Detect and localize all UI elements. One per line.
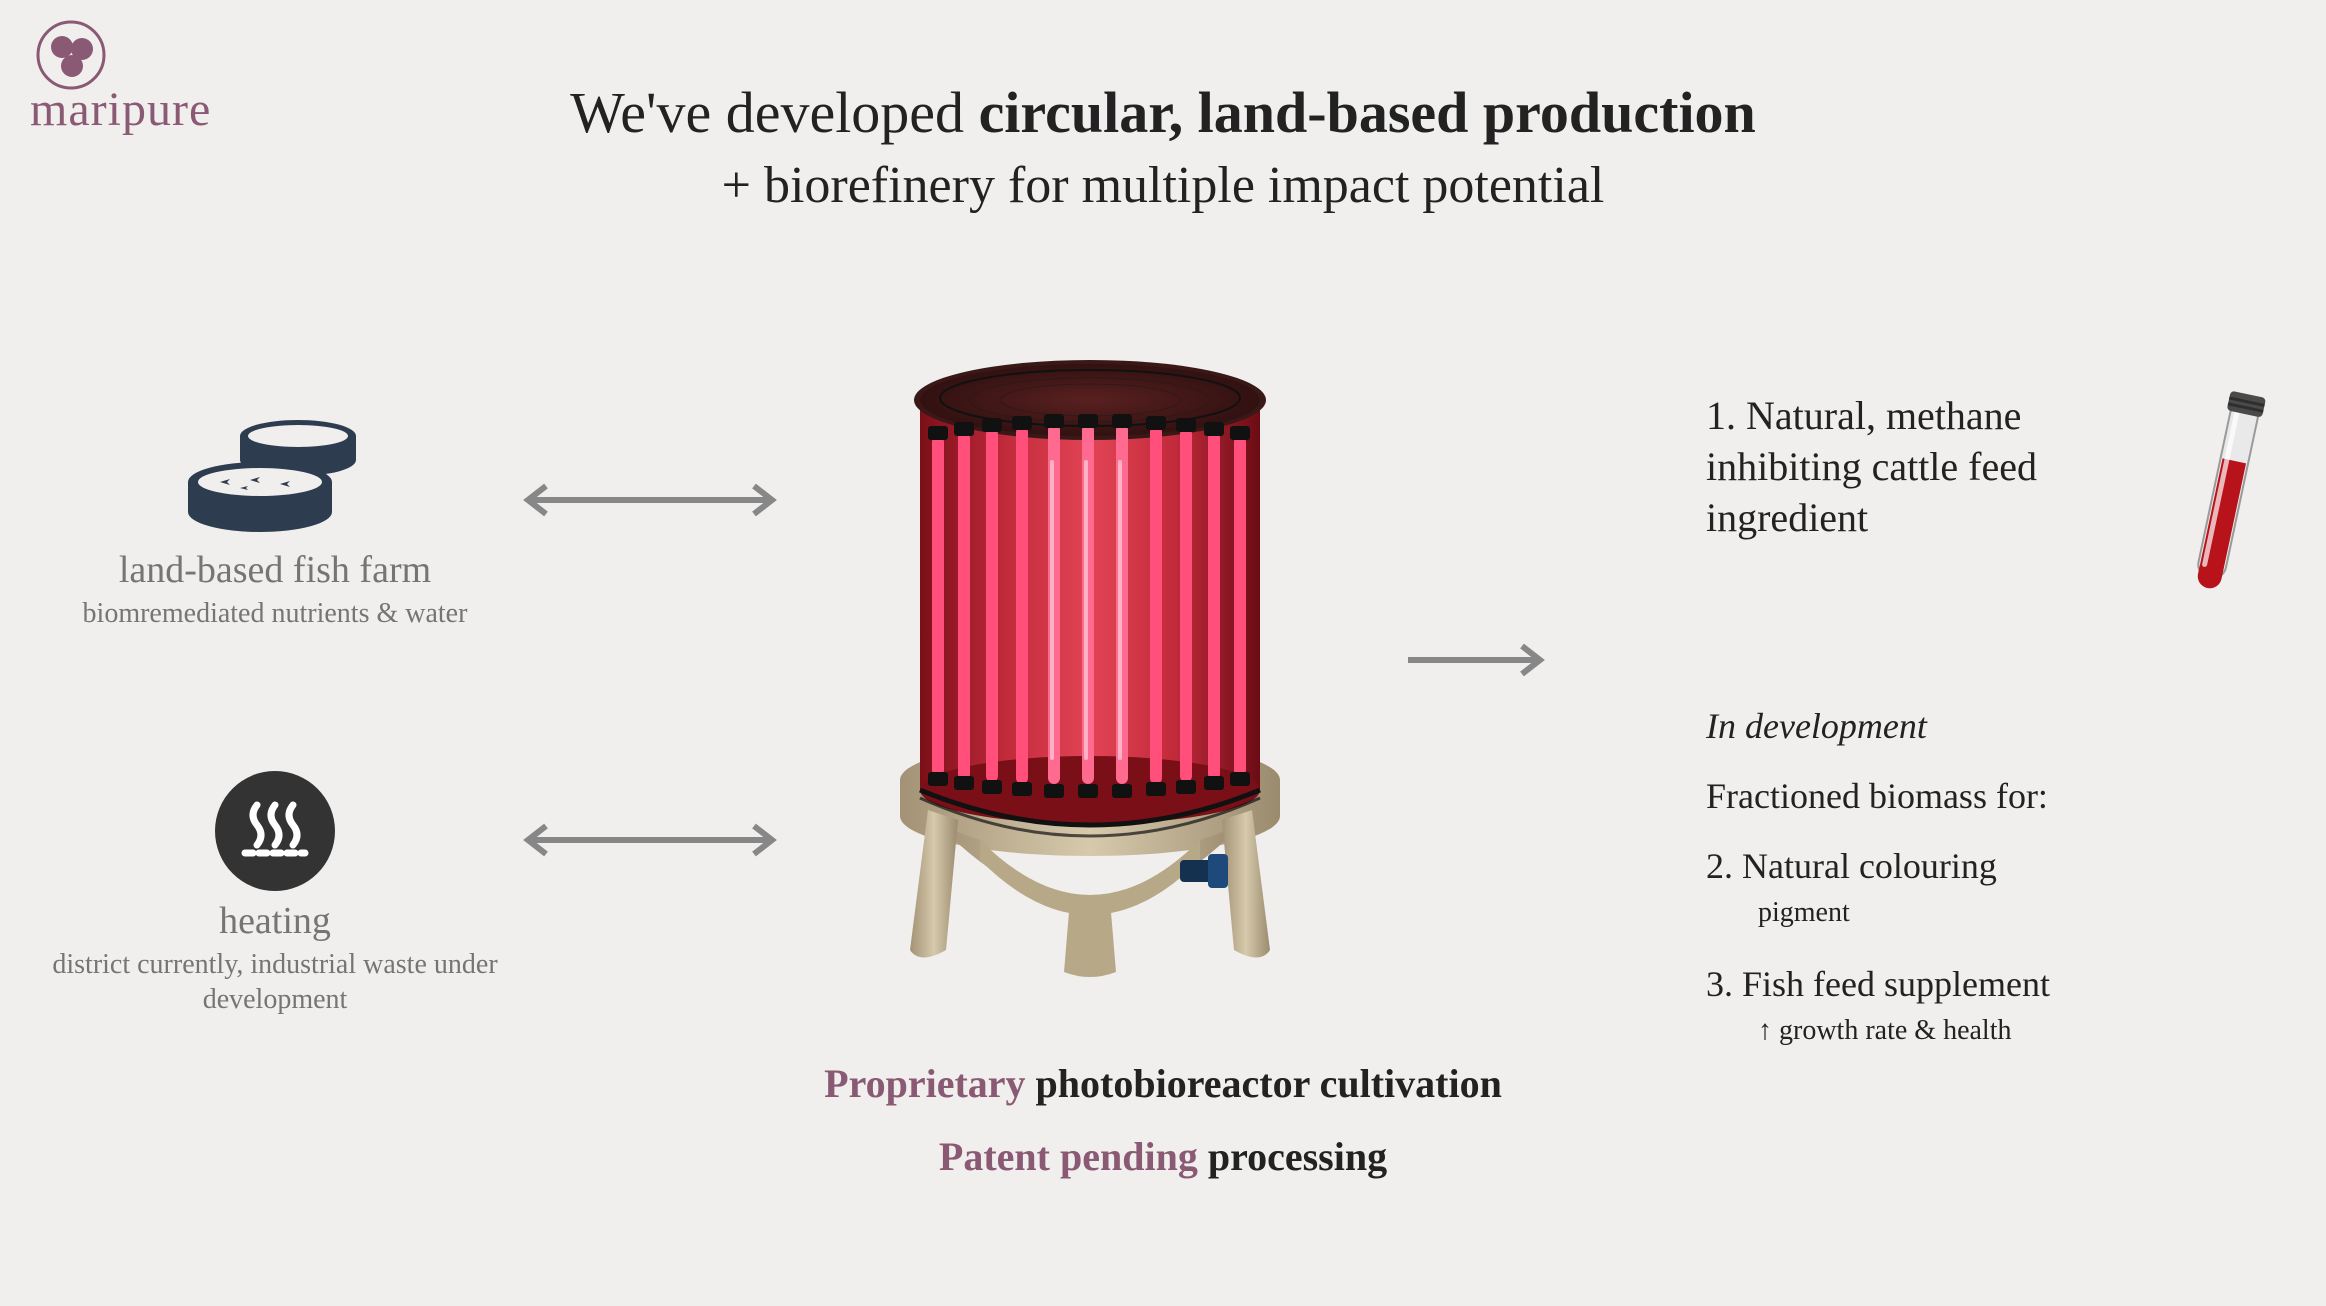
caption-line2-hl: Patent pending xyxy=(939,1134,1198,1179)
headline-block: We've developed circular, land-based pro… xyxy=(0,75,2326,215)
caption-line2-rest: processing xyxy=(1198,1134,1387,1179)
input-heat-sub: district currently, industrial waste und… xyxy=(40,947,510,1017)
headline-line1: We've developed circular, land-based pro… xyxy=(0,75,2326,150)
input-fish: land-based fish farm biomremediated nutr… xyxy=(40,410,510,631)
caption-line1-hl: Proprietary xyxy=(824,1061,1025,1106)
photobioreactor-image xyxy=(850,340,1330,980)
product2: 2. Natural colouring xyxy=(1706,845,2266,887)
caption-line2: Patent pending processing xyxy=(0,1133,2326,1180)
input-heat: heating district currently, industrial w… xyxy=(40,771,510,1017)
in-development-block: In development Fractioned biomass for: 2… xyxy=(1706,705,2266,1047)
product1-text: 1. Natural, methane inhibiting cattle fe… xyxy=(1706,390,2162,544)
headline-line2: + biorefinery for multiple impact potent… xyxy=(0,156,2326,215)
product2-sub: pigment xyxy=(1706,897,2266,929)
test-tube-icon xyxy=(2186,390,2266,615)
arrow-heat-reactor xyxy=(510,820,790,860)
headline-bold: circular, land-based production xyxy=(979,80,1756,145)
output-product1: 1. Natural, methane inhibiting cattle fe… xyxy=(1706,390,2266,615)
dev-heading: In development xyxy=(1706,705,2266,747)
arrow-fish-reactor xyxy=(510,480,790,520)
inputs-column: land-based fish farm biomremediated nutr… xyxy=(40,410,510,1017)
fraction-heading: Fractioned biomass for: xyxy=(1706,775,2266,817)
product3-sub: ↑ growth rate & health xyxy=(1706,1015,2266,1047)
caption-line1-rest: photobioreactor cultivation xyxy=(1026,1061,1502,1106)
heating-icon xyxy=(215,771,335,891)
headline-plain: We've developed xyxy=(570,80,978,145)
input-fish-sub: biomremediated nutrients & water xyxy=(40,596,510,631)
input-fish-title: land-based fish farm xyxy=(40,548,510,592)
center-caption: Proprietary photobioreactor cultivation … xyxy=(0,1060,2326,1206)
product3: 3. Fish feed supplement xyxy=(1706,963,2266,1005)
input-heat-title: heating xyxy=(40,899,510,943)
fish-tanks-icon xyxy=(180,410,370,540)
arrow-reactor-output xyxy=(1400,640,1560,680)
outputs-column: 1. Natural, methane inhibiting cattle fe… xyxy=(1706,390,2266,1081)
